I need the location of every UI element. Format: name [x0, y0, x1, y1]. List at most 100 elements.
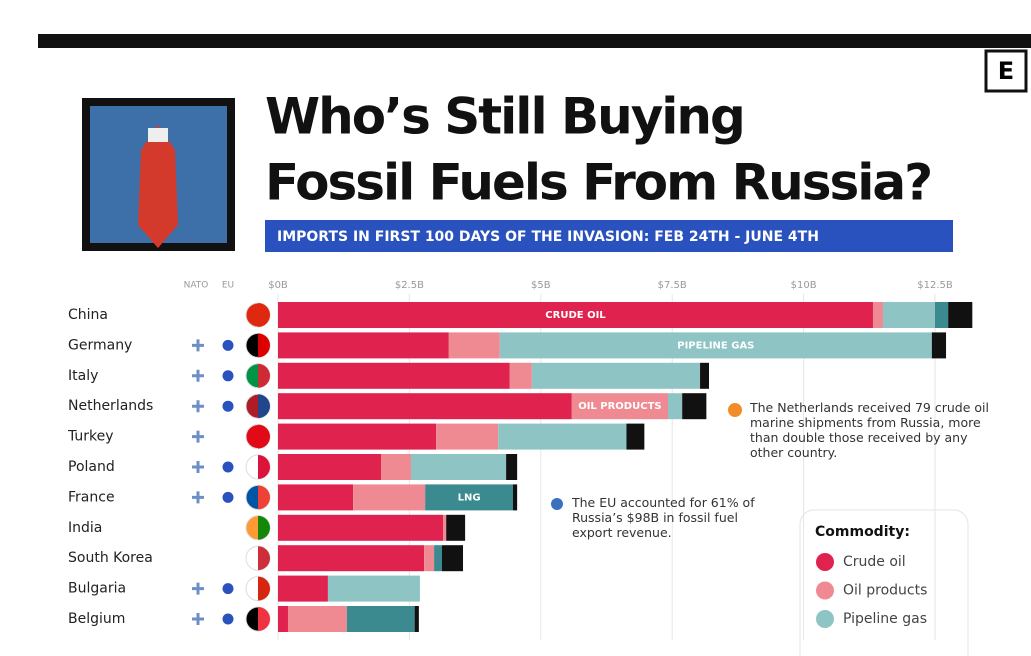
bar-segment: [425, 484, 513, 511]
top-bar: [38, 34, 1031, 48]
bar-segment: [935, 302, 949, 328]
legend-label: Pipeline gas: [843, 611, 927, 627]
bar-segment: [424, 545, 435, 572]
eu-marker: [222, 583, 234, 595]
bar-segment: [626, 423, 645, 450]
column-header: EU: [222, 281, 234, 291]
flag: [258, 607, 270, 631]
bar-segment: [571, 393, 668, 420]
category-label: Turkey: [67, 429, 114, 445]
logo: E: [998, 57, 1014, 85]
category-label: Belgium: [68, 611, 125, 627]
bar-segment: [498, 423, 627, 450]
eu-marker: [222, 613, 234, 625]
bar-segment: [441, 545, 464, 572]
bar-segment: [410, 454, 507, 480]
logo-box: [984, 49, 1028, 93]
category-label: Bulgaria: [68, 581, 126, 597]
bar-label: LNG: [458, 492, 481, 503]
bar-segment: [700, 362, 709, 389]
bar-segment: [531, 362, 701, 389]
bar-segment: [278, 302, 873, 328]
bar-segment: [327, 575, 420, 602]
title-line: Who’s Still Buying: [265, 88, 744, 146]
bar-segment: [278, 362, 510, 389]
nato-marker: [192, 430, 204, 443]
legend-swatch: [816, 553, 834, 571]
bar-segment: [278, 423, 437, 450]
bar-segment: [278, 514, 444, 541]
category-label: Netherlands: [68, 398, 153, 414]
legend-label: Crude oil: [843, 554, 906, 570]
x-tick-label: $5B: [531, 280, 551, 291]
category-label: China: [68, 307, 108, 323]
bar-segment: [512, 484, 518, 511]
annotation-icon: [728, 403, 742, 417]
flag: [258, 576, 270, 601]
category-label: Poland: [68, 459, 115, 475]
column-header: NATO: [184, 281, 209, 291]
nato-marker: [192, 369, 204, 382]
legend-title: Commodity:: [815, 524, 910, 540]
nato-marker: [192, 339, 204, 352]
legend-swatch: [816, 581, 834, 600]
flag: [258, 394, 270, 419]
x-tick-label: $10B: [791, 280, 817, 291]
bar-segment: [434, 545, 442, 572]
bar-segment: [353, 484, 426, 511]
flag: [258, 303, 270, 327]
nato-marker: [192, 613, 204, 625]
bar-segment: [882, 302, 935, 328]
bar-segment: [667, 393, 683, 420]
eu-marker: [222, 491, 234, 503]
eu-marker: [222, 339, 234, 351]
bar-segment: [436, 423, 499, 450]
bar-segment: [506, 454, 518, 480]
eu-marker: [222, 461, 234, 473]
bar-segment: [278, 332, 449, 359]
bar-segment: [948, 302, 973, 328]
x-tick-label: $0B: [268, 280, 288, 291]
legend-label: Oil products: [843, 583, 927, 599]
category-label: South Korea: [68, 550, 153, 566]
category-label: Italy: [68, 368, 98, 384]
x-tick-label: $12.5B: [917, 280, 953, 291]
ship-image: [82, 98, 235, 251]
flag: [258, 333, 270, 358]
bar-segment: [278, 545, 425, 572]
bar-segment: [509, 362, 532, 389]
bar-label: PIPELINE GAS: [677, 340, 754, 351]
subtitle: IMPORTS IN FIRST 100 DAYS OF THE INVASIO…: [277, 229, 819, 245]
bar-label: OIL PRODUCTS: [578, 401, 661, 412]
bar-segment: [278, 454, 382, 480]
eu-marker: [222, 370, 234, 382]
flag: [258, 515, 270, 540]
bar-segment: [414, 606, 419, 632]
category-label: India: [68, 520, 102, 536]
x-tick-label: $2.5B: [395, 280, 424, 291]
bar-segment: [278, 575, 328, 602]
title-line: Fossil Fuels From Russia?: [265, 154, 931, 212]
nato-marker: [192, 461, 204, 473]
bar-segment: [443, 514, 447, 541]
annotation-icon: [551, 498, 563, 510]
bar-segment: [499, 332, 932, 359]
annotation: The EU accounted for 61% of Russia’s $98…: [572, 495, 755, 540]
flag: [258, 546, 270, 571]
bar-segment: [278, 606, 288, 632]
category-label: France: [68, 489, 115, 505]
flag: [258, 455, 270, 479]
bar-segment: [287, 606, 347, 632]
bar-segment: [872, 302, 883, 328]
category-label: Germany: [68, 337, 132, 353]
bar-segment: [278, 484, 354, 511]
subtitle-band: [265, 220, 953, 252]
flag: [258, 424, 270, 449]
flag: [258, 485, 270, 510]
bar-segment: [931, 332, 947, 359]
nato-marker: [192, 582, 204, 595]
x-tick-label: $7.5B: [658, 280, 687, 291]
eu-marker: [222, 400, 234, 412]
